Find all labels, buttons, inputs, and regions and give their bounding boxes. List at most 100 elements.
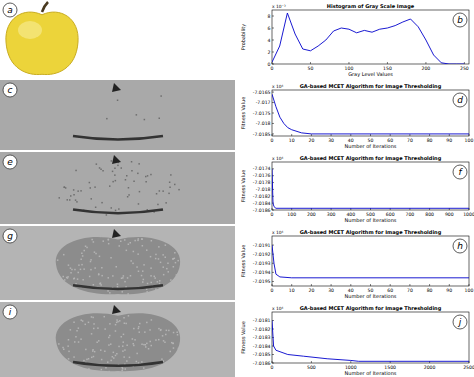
speckle bbox=[90, 187, 92, 189]
panel-label-text: h bbox=[457, 241, 463, 251]
y-tick-label: -7.0194 bbox=[253, 270, 271, 275]
speckle bbox=[99, 167, 101, 169]
speckle bbox=[128, 187, 130, 189]
panel-label-circle bbox=[453, 165, 467, 179]
y-tick-label: 0 bbox=[268, 62, 271, 67]
speckle bbox=[110, 343, 112, 345]
speckle bbox=[142, 245, 144, 247]
background bbox=[0, 0, 474, 377]
speckle bbox=[155, 289, 157, 291]
speckle bbox=[112, 356, 114, 358]
speckle bbox=[123, 356, 125, 358]
speckle bbox=[158, 246, 160, 248]
y-tick-label: -7.018 bbox=[256, 121, 271, 126]
apple-stem bbox=[42, 2, 48, 12]
chart: 01002003004005006007008009001000-7.0186-… bbox=[240, 155, 474, 223]
panel-label: j bbox=[453, 315, 467, 329]
data-group bbox=[272, 321, 469, 362]
speckle bbox=[90, 261, 92, 263]
x-tick-label: 50 bbox=[308, 66, 314, 71]
apple-base bbox=[73, 362, 163, 366]
speckle bbox=[175, 262, 177, 264]
speckle bbox=[154, 277, 156, 279]
x-axis-label: Number of Iterations bbox=[345, 293, 397, 299]
x-tick bbox=[311, 361, 312, 363]
speckle bbox=[138, 271, 140, 273]
x-tick bbox=[291, 284, 292, 286]
x-tick-label: 100 bbox=[465, 138, 474, 143]
speckle bbox=[122, 350, 124, 352]
x-tick bbox=[469, 284, 470, 286]
speckle bbox=[170, 174, 172, 176]
speckle bbox=[131, 161, 133, 163]
data-line bbox=[272, 321, 469, 362]
speckle bbox=[68, 358, 70, 360]
speckle bbox=[171, 342, 173, 344]
y-tick-label: 8 bbox=[268, 14, 271, 19]
speckle bbox=[92, 349, 94, 351]
apple-highlight bbox=[18, 21, 42, 39]
speckle bbox=[111, 207, 113, 209]
speckle bbox=[143, 279, 145, 281]
speckle bbox=[155, 254, 157, 256]
speckle bbox=[96, 163, 98, 165]
speckle bbox=[107, 290, 109, 292]
speckle bbox=[158, 258, 160, 260]
speckle bbox=[69, 199, 71, 201]
x-tick-label: 200 bbox=[307, 212, 316, 217]
speckle bbox=[119, 372, 121, 374]
speckle bbox=[127, 293, 128, 295]
plot-frame bbox=[272, 90, 469, 136]
speckle bbox=[83, 360, 85, 362]
speckle bbox=[117, 284, 119, 286]
speckle bbox=[145, 346, 147, 348]
panel-label-circle bbox=[453, 315, 467, 329]
speckle bbox=[159, 118, 161, 120]
speckle bbox=[101, 202, 103, 204]
speckle bbox=[151, 240, 153, 242]
speckle bbox=[94, 351, 96, 353]
speckle bbox=[128, 194, 130, 196]
chart-title: GA-based MCET Algorithm for Image Thresh… bbox=[300, 83, 442, 90]
speckle bbox=[110, 257, 112, 259]
plot-frame bbox=[272, 10, 469, 64]
speckle bbox=[130, 242, 132, 244]
speckle bbox=[111, 160, 113, 162]
speckle bbox=[88, 322, 90, 324]
speckle bbox=[123, 341, 125, 343]
speckle bbox=[91, 357, 93, 359]
speckle bbox=[78, 272, 80, 274]
threshold-image bbox=[0, 80, 235, 150]
speckle bbox=[178, 348, 180, 350]
speckle bbox=[70, 267, 72, 269]
panel-label-circle bbox=[3, 3, 17, 17]
speckle bbox=[100, 236, 102, 238]
y-axis-label: Probability bbox=[240, 24, 247, 50]
speckle bbox=[115, 324, 117, 326]
y-tick-label: -7.0185 bbox=[253, 352, 271, 357]
speckle bbox=[91, 316, 93, 318]
speckle bbox=[142, 281, 144, 283]
chart: 05001000150020002500-7.0186-7.0185-7.018… bbox=[240, 305, 474, 376]
y-tick-label: -7.0195 bbox=[253, 279, 271, 284]
speckle bbox=[117, 286, 119, 288]
speckle bbox=[154, 276, 156, 278]
speckle bbox=[138, 203, 140, 205]
y-tick-label: -7.0184 bbox=[253, 201, 271, 206]
speckle bbox=[123, 317, 125, 319]
speckle bbox=[169, 187, 171, 189]
y-tick bbox=[272, 354, 274, 355]
speckle bbox=[138, 328, 140, 330]
speckle bbox=[112, 181, 114, 183]
y-tick bbox=[272, 113, 274, 114]
speckle bbox=[93, 284, 95, 286]
speckle bbox=[150, 256, 152, 258]
speckle bbox=[59, 197, 61, 199]
speckle bbox=[133, 343, 135, 345]
y-axis-label: Fitness Value bbox=[240, 321, 246, 354]
speckle bbox=[165, 202, 167, 204]
panel-label-text: e bbox=[7, 157, 13, 167]
speckle bbox=[97, 327, 99, 329]
x-tick-label: 200 bbox=[422, 66, 431, 71]
x-tick bbox=[272, 361, 273, 363]
